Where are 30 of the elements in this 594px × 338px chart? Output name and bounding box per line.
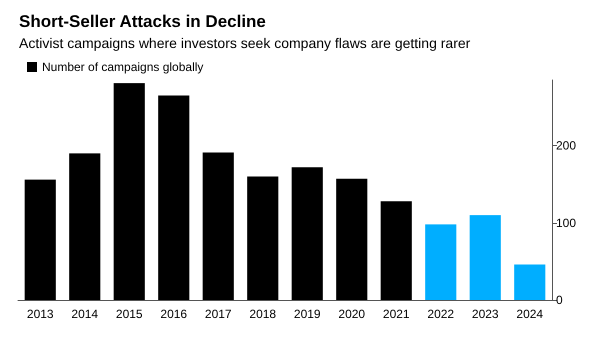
bar [24,180,56,300]
y-tick-label: 100 [556,216,576,230]
x-tick-label: 2017 [204,307,232,321]
bar [425,224,456,300]
bar [158,95,190,300]
y-tick-label: 200 [556,138,576,153]
y-tick-label: 0 [556,293,563,307]
x-tick-label: 2015 [116,307,143,321]
bar [247,176,278,300]
x-tick-label: 2020 [338,307,366,321]
x-tick-label: 2013 [26,307,54,321]
x-tick-label: 2022 [427,307,454,321]
x-tick-label: 2021 [382,307,410,321]
x-tick-label: 2023 [472,307,499,321]
bar [470,215,501,300]
x-tick-label: 2024 [516,307,544,321]
bar [336,178,368,300]
bar [114,83,145,300]
bar [514,264,546,300]
bar [69,153,100,300]
x-tick-label: 2014 [71,307,98,321]
x-tick-label: 2018 [249,307,276,321]
bar [202,152,234,300]
x-tick-label: 2019 [294,307,321,321]
bar [380,201,412,300]
bar [292,167,323,300]
x-tick-label: 2016 [160,307,188,321]
legend-label: Number of campaigns globally [42,60,204,74]
chart-subtitle: Activist campaigns where investors seek company flaws are getting rarer [19,35,471,51]
chart-title: Short-Seller Attacks in Decline [19,12,266,31]
